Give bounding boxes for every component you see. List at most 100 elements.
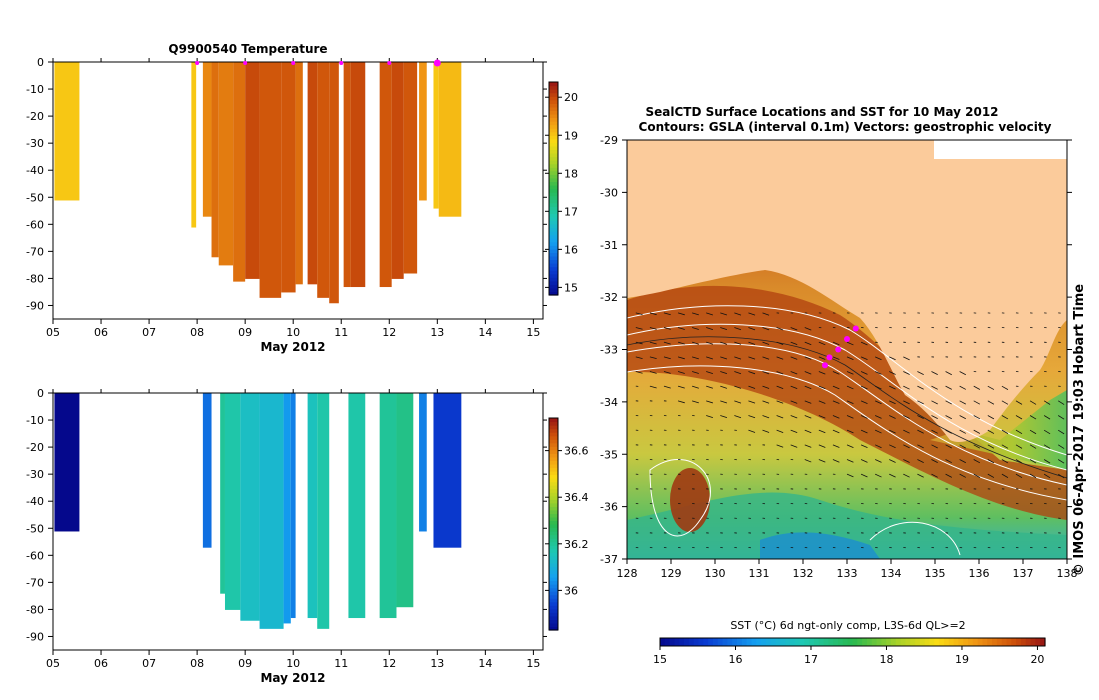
velocity-vector (804, 415, 812, 419)
velocity-vector (846, 459, 854, 463)
velocity-vector (663, 356, 671, 360)
velocity-vector (917, 385, 924, 390)
velocity-vector (776, 429, 784, 433)
velocity-vector (860, 385, 868, 390)
velocity-vector (649, 327, 657, 330)
colorbar-segment (919, 638, 926, 646)
velocity-vector (917, 415, 924, 419)
colorbar-segment (549, 516, 558, 522)
x-tick-label: 136 (969, 567, 990, 580)
x-tick-label: 135 (925, 567, 946, 580)
profile-bar (224, 393, 241, 610)
velocity-vector (973, 415, 981, 420)
colorbar-segment (732, 638, 738, 646)
surface-marker (195, 61, 200, 65)
colorbar-frame (659, 637, 1046, 647)
velocity-vector (762, 400, 770, 404)
colorbar-segment (549, 513, 558, 518)
velocity-vector (846, 473, 854, 478)
colorbar-segment (741, 638, 748, 646)
velocity-vector (677, 400, 685, 404)
colorbar-segment (549, 89, 558, 94)
colorbar-segment (549, 181, 558, 186)
velocity-vector (649, 341, 657, 345)
velocity-vector (790, 385, 798, 390)
gsla-zero-contour (627, 336, 1067, 479)
colorbar-segment (549, 467, 558, 472)
velocity-vector (917, 444, 924, 449)
velocity-vector (860, 415, 868, 419)
velocity-vector (663, 312, 671, 316)
colorbar-segment (789, 638, 796, 646)
colorbar-segment (549, 106, 558, 111)
velocity-vector (1029, 415, 1037, 420)
colorbar-segment (852, 638, 858, 646)
velocity-vector (1001, 400, 1009, 405)
colorbar-segment (857, 638, 863, 646)
colorbar-segment (549, 584, 558, 589)
colorbar-segment (765, 638, 772, 646)
colorbar-segment (1016, 638, 1022, 646)
colorbar-segment (549, 439, 558, 444)
colorbar-segment (549, 142, 558, 147)
colorbar-segment (674, 638, 680, 646)
colorbar-segment (780, 638, 786, 646)
colorbar-segment (549, 552, 558, 557)
velocity-vector (706, 400, 713, 404)
velocity-vector (663, 341, 671, 345)
colorbar-segment (987, 638, 993, 646)
profile-bar (307, 393, 318, 619)
velocity-vector (931, 371, 938, 376)
colorbar-segment (549, 488, 558, 493)
velocity-vector (677, 312, 685, 316)
colorbar-segment (943, 638, 950, 646)
colorbar-segment (549, 534, 558, 539)
colorbar-segment (948, 638, 955, 646)
profile-bar (348, 393, 366, 619)
velocity-vector (734, 327, 742, 331)
velocity-vector (959, 429, 967, 434)
colorbar-segment (712, 638, 719, 646)
y-tick-label: -40 (26, 495, 44, 508)
colorbar-tick-label: 17 (564, 205, 578, 218)
colorbar-segment (549, 569, 558, 575)
colorbar-segment (549, 209, 558, 214)
profile-bar (343, 62, 351, 288)
velocity-vector (706, 327, 713, 330)
velocity-vector (790, 429, 798, 434)
profile-bar (379, 393, 397, 619)
gsla-contour (869, 521, 961, 556)
velocity-vector (677, 371, 685, 374)
velocity-vector (818, 385, 826, 390)
colorbar-segment (549, 527, 558, 532)
velocity-vector (776, 400, 784, 404)
velocity-vector (959, 400, 967, 405)
velocity-vector (720, 327, 728, 331)
colorbar-segment (818, 638, 825, 646)
velocity-vector (846, 356, 854, 360)
y-tick-label: -36 (600, 501, 618, 514)
colorbar-tick-label: 19 (955, 653, 969, 666)
velocity-vector (945, 473, 952, 478)
colorbar-tick-label: 17 (804, 653, 818, 666)
colorbar-segment (751, 638, 757, 646)
profile-bar (317, 62, 330, 298)
velocity-vector (860, 473, 868, 478)
velocity-vector (973, 444, 981, 449)
colorbar-segment (549, 85, 558, 90)
velocity-vector (931, 385, 938, 390)
colorbar-segment (785, 638, 791, 646)
eddy-patch (670, 468, 710, 532)
colorbar-segment (549, 418, 558, 423)
colorbar-segment (660, 638, 666, 646)
x-tick-label: 128 (617, 567, 638, 580)
velocity-vector (874, 385, 882, 390)
colorbar-segment (549, 566, 558, 571)
colorbar-segment (549, 259, 558, 264)
velocity-vector (874, 371, 882, 375)
colorbar-tick-label: 36.2 (564, 538, 589, 551)
colorbar-segment (761, 638, 767, 646)
velocity-vector (776, 385, 784, 389)
velocity-vector (959, 459, 967, 464)
colorbar-segment (549, 453, 558, 458)
